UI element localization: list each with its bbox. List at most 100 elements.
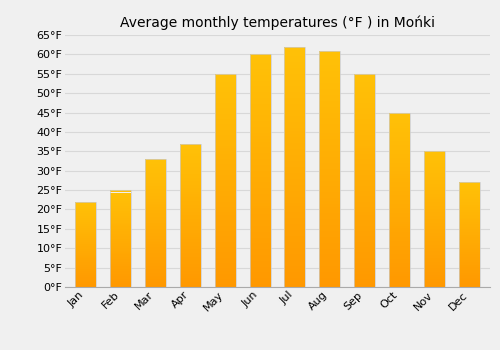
Bar [458,195,479,197]
Bar [110,263,131,264]
Bar [424,205,444,207]
Bar [320,187,340,189]
Bar [320,210,340,213]
Bar [145,175,166,177]
Bar [284,203,306,206]
Bar [284,56,306,59]
Bar [320,130,340,133]
Bar [110,239,131,240]
Bar [284,50,306,52]
Bar [76,272,96,273]
Bar [110,190,131,191]
Bar [76,265,96,266]
Bar [354,111,375,114]
Bar [180,144,201,145]
Bar [250,214,270,217]
Bar [354,175,375,178]
Bar [250,153,270,156]
Bar [145,274,166,276]
Bar [389,172,410,174]
Bar [389,267,410,270]
Bar [320,95,340,98]
Bar [180,247,201,249]
Bar [389,119,410,121]
Bar [250,281,270,284]
Title: Average monthly temperatures (°F ) in Mońki: Average monthly temperatures (°F ) in Mo… [120,15,435,30]
Bar [110,270,131,271]
Bar [424,185,444,187]
Bar [250,223,270,226]
Bar [424,214,444,216]
Bar [180,255,201,257]
Bar [458,245,479,246]
Bar [424,175,444,177]
Bar [284,218,306,221]
Bar [320,228,340,231]
Bar [424,233,444,234]
Bar [284,254,306,257]
Bar [110,230,131,231]
Bar [250,272,270,275]
Bar [250,136,270,139]
Bar [215,159,236,162]
Bar [215,207,236,210]
Bar [424,178,444,180]
Bar [389,217,410,219]
Bar [424,167,444,168]
Bar [320,121,340,124]
Bar [180,206,201,208]
Bar [110,243,131,245]
Bar [110,218,131,219]
Bar [458,204,479,206]
Bar [320,177,340,181]
Bar [250,83,270,86]
Bar [145,237,166,239]
Bar [250,217,270,220]
Bar [389,261,410,263]
Bar [215,234,236,236]
Bar [145,234,166,236]
Bar [250,255,270,258]
Bar [76,235,96,236]
Bar [284,230,306,233]
Bar [389,143,410,145]
Bar [284,71,306,74]
Bar [458,191,479,193]
Bar [389,187,410,189]
Bar [215,231,236,234]
Bar [250,168,270,171]
Bar [320,272,340,275]
Bar [76,207,96,208]
Bar [354,154,375,156]
Bar [354,236,375,239]
Bar [250,270,270,272]
Bar [389,211,410,213]
Bar [284,110,306,113]
Bar [145,279,166,281]
Bar [458,286,479,287]
Bar [76,212,96,214]
Bar [76,285,96,286]
Bar [250,194,270,197]
Bar [284,52,306,56]
Bar [215,239,236,242]
Bar [284,113,306,116]
Bar [284,89,306,92]
Bar [458,278,479,279]
Bar [389,206,410,209]
Bar [354,279,375,282]
Bar [424,202,444,204]
Bar [354,207,375,210]
Bar [458,266,479,267]
Bar [320,193,340,195]
Bar [458,244,479,245]
Bar [458,232,479,233]
Bar [76,279,96,280]
Bar [180,251,201,253]
Bar [110,240,131,241]
Bar [215,186,236,188]
Bar [424,279,444,280]
Bar [320,175,340,177]
Bar [180,170,201,172]
Bar [458,228,479,230]
